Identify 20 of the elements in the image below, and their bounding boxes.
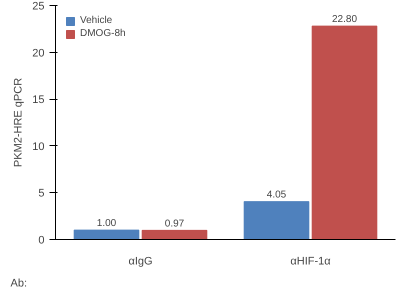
data-label: 4.05 [266, 190, 287, 201]
bar [244, 201, 310, 240]
bar [142, 230, 208, 240]
legend-label: Vehicle [80, 15, 112, 26]
data-label: 22.80 [332, 14, 358, 26]
y-tick-label: 5 [38, 188, 45, 200]
data-label: 1.00 [96, 218, 117, 230]
y-tick-label: 0 [38, 234, 45, 246]
y-tick-label: 15 [32, 94, 45, 106]
y-axis-title: PKM2-HRE qPCR [12, 78, 24, 168]
legend-label: DMOG-8h [80, 28, 126, 39]
bar [74, 230, 140, 240]
data-label: 0.97 [164, 218, 185, 230]
bar [312, 26, 378, 240]
text: Ab: [10, 278, 28, 290]
x-tick-label: αIgG [128, 256, 153, 268]
y-tick-label: 10 [32, 140, 45, 153]
y-tick-label: 20 [32, 47, 45, 60]
x-tick-label: αHIF-1α [290, 256, 332, 268]
y-tick-label: 25 [32, 0, 45, 12]
